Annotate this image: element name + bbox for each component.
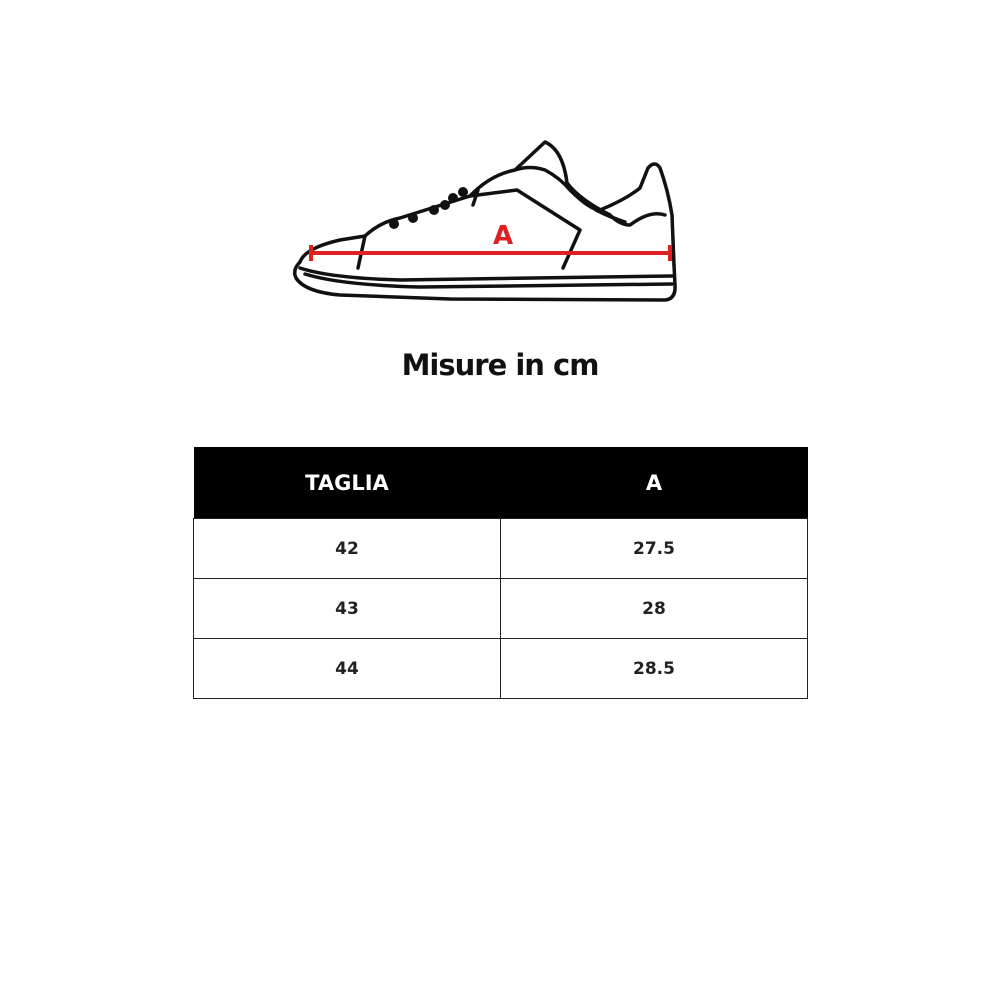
size-cell: 42 xyxy=(193,518,501,579)
page-title: Misure in cm xyxy=(401,348,600,382)
header-a: A xyxy=(500,447,808,519)
size-table: TAGLIA A 42 27.5 43 28 44 28.5 xyxy=(193,447,808,699)
measure-line-a xyxy=(309,245,672,261)
length-cell: 28 xyxy=(500,578,808,639)
size-cell: 43 xyxy=(193,578,501,639)
lace-icon xyxy=(389,187,468,229)
sneaker-icon: A xyxy=(292,140,677,302)
table-row: 44 28.5 xyxy=(193,638,808,699)
measure-label: A xyxy=(493,221,513,251)
length-cell: 27.5 xyxy=(500,518,808,579)
length-cell: 28.5 xyxy=(500,638,808,699)
size-cell: 44 xyxy=(193,638,501,699)
table-row: 42 27.5 xyxy=(193,518,808,579)
table-header-row: TAGLIA A xyxy=(193,447,808,519)
table-row: 43 28 xyxy=(193,578,808,639)
header-taglia: TAGLIA xyxy=(193,447,501,519)
